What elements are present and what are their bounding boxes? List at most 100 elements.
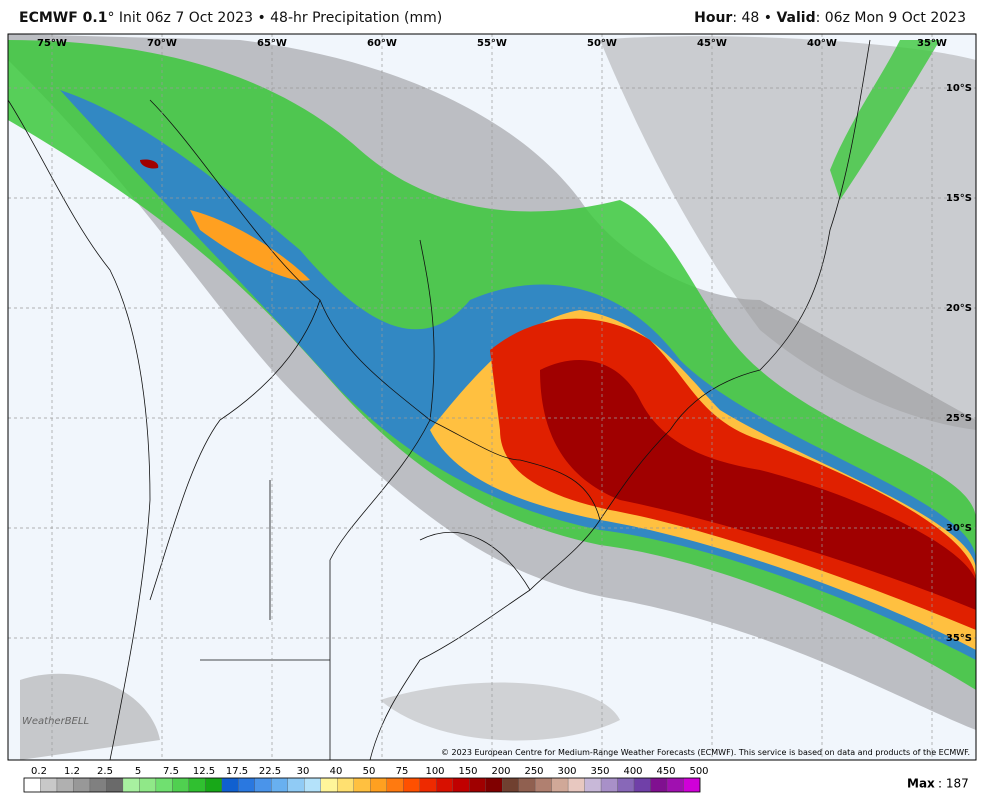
colorbar-swatch — [386, 777, 404, 793]
border — [329, 239, 435, 760]
colorbar-swatch — [188, 777, 206, 793]
colorbar-swatch — [666, 777, 684, 793]
moderate-rain — [830, 40, 940, 200]
lat-label: 30°S — [946, 523, 972, 534]
colorbar-label: 0.2 — [31, 766, 47, 777]
map-frame — [7, 33, 977, 761]
colorbar-swatch — [337, 777, 354, 793]
border — [149, 299, 321, 601]
colorbar-label: 40 — [330, 766, 343, 777]
max-label: Max — [907, 777, 935, 791]
colorbar-swatch — [89, 777, 107, 793]
colorbar-label: 30 — [297, 766, 310, 777]
valid-label: Valid — [776, 10, 816, 26]
init: ° Init 06z 7 Oct 2023 • 48-hr Precipitat… — [107, 10, 443, 26]
colorbar-swatch — [271, 777, 288, 793]
colorbar-swatch — [633, 777, 651, 793]
colorbar-label: 17.5 — [226, 766, 248, 777]
colorbar-swatch — [40, 777, 58, 793]
colorbar-swatch — [73, 777, 91, 793]
colorbar-swatch — [155, 777, 173, 793]
colorbar-swatch — [56, 777, 74, 793]
max-value: : 187 — [938, 777, 969, 791]
colorbar-swatch — [106, 777, 124, 793]
lon-label: 40°W — [807, 38, 837, 49]
colorbar-swatch — [485, 777, 503, 793]
colorbar: 0.2 1.2 2.5 5 7.5 12.5 17.5 22.5 30 40 50 75 100 150 2… — [23, 766, 709, 793]
colorbar-label: 50 — [363, 766, 376, 777]
colorbar-swatch — [254, 777, 272, 793]
colorbar-label: 150 — [458, 766, 477, 777]
watermark: WeatherBELL — [22, 716, 89, 727]
colorbar-swatch — [320, 777, 338, 793]
colorbar-swatch — [551, 777, 569, 793]
colorbar-label: 1.2 — [64, 766, 80, 777]
heavy-rain — [190, 210, 310, 281]
colorbar-label: 22.5 — [259, 766, 281, 777]
border — [200, 480, 531, 661]
colorbar-label: 400 — [623, 766, 642, 777]
boundaries — [8, 39, 871, 760]
colorbar-label: 250 — [524, 766, 543, 777]
colorbar-swatch — [287, 777, 305, 793]
graticule: 75°W 70°W 65°W 60°W 55°W 50°W 45°W 40°W 35°W 10°S… — [8, 34, 976, 760]
lat-label: 20°S — [946, 303, 972, 314]
colorbar-swatch — [238, 777, 255, 793]
colorbar-swatch — [205, 777, 223, 793]
colorbar-label: 2.5 — [97, 766, 113, 777]
colorbar-swatch — [567, 777, 585, 793]
valid-value: : 06z Mon 9 Oct 2023 — [815, 10, 966, 26]
colorbar-swatch — [304, 777, 321, 793]
lon-label: 60°W — [367, 38, 397, 49]
header-right: Hour: 48 • Valid: 06z Mon 9 Oct 2023 — [694, 10, 966, 26]
colorbar-swatch — [650, 777, 668, 793]
lat-label: 15°S — [946, 193, 972, 204]
colorbar-frame — [23, 777, 701, 793]
coastline — [369, 39, 871, 760]
colorbar-label: 450 — [656, 766, 675, 777]
colorbar-label: 100 — [425, 766, 444, 777]
colorbar-swatch — [452, 777, 470, 793]
extreme-rain — [140, 159, 159, 169]
border — [149, 99, 601, 521]
lon-label: 65°W — [257, 38, 287, 49]
lon-label: 70°W — [147, 38, 177, 49]
colorbar-swatch — [221, 777, 239, 793]
colorbar-swatch — [617, 777, 635, 793]
colorbar-swatch — [419, 777, 437, 793]
colorbar-swatch — [370, 777, 387, 793]
colorbar-label: 7.5 — [163, 766, 179, 777]
hour-label: Hour — [694, 10, 733, 26]
colorbar-swatch — [683, 777, 701, 793]
colorbar-swatch — [534, 777, 552, 793]
colorbar-swatch — [403, 777, 420, 793]
coastline — [8, 99, 151, 760]
colorbar-swatch — [600, 777, 618, 793]
colorbar-label: 12.5 — [193, 766, 215, 777]
lon-label: 45°W — [697, 38, 727, 49]
lon-label: 50°W — [587, 38, 617, 49]
colorbar-label: 500 — [689, 766, 708, 777]
extreme-rain — [540, 360, 976, 610]
lon-label: 35°W — [917, 38, 947, 49]
colorbar-label: 200 — [491, 766, 510, 777]
lon-label: 75°W — [37, 38, 67, 49]
lat-label: 35°S — [946, 633, 972, 644]
colorbar-label: 75 — [396, 766, 409, 777]
colorbar-swatch — [501, 777, 519, 793]
colorbar-swatch — [139, 777, 157, 793]
light-rain — [20, 673, 160, 760]
credit: © 2023 European Centre for Medium-Range … — [441, 748, 970, 757]
lon-label: 55°W — [477, 38, 507, 49]
colorbar-swatch — [353, 777, 371, 793]
lat-label: 25°S — [946, 413, 972, 424]
colorbar-swatch — [436, 777, 453, 793]
light-rain — [380, 682, 620, 741]
header-left: ECMWF 0.1° Init 06z 7 Oct 2023 • 48-hr P… — [19, 10, 442, 26]
colorbar-swatch — [584, 777, 602, 793]
lat-label: 10°S — [946, 83, 972, 94]
colorbar-label: 5 — [135, 766, 141, 777]
model: ECMWF 0.1 — [19, 10, 108, 26]
